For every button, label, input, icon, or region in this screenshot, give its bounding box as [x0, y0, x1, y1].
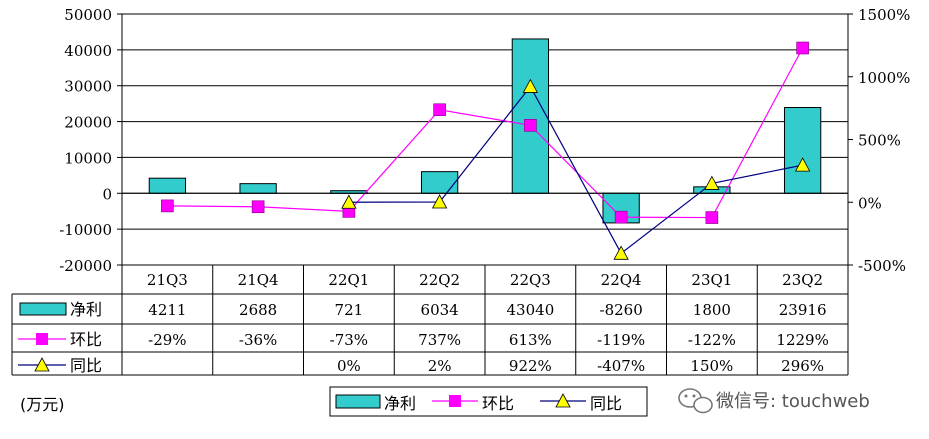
tongbi-marker [522, 78, 539, 93]
y-left-tick-label: 50000 [64, 6, 112, 24]
x-tick-label: 23Q2 [782, 271, 823, 289]
huanbi-marker [524, 119, 537, 132]
cell-jingli: 43040 [507, 301, 555, 319]
y-left-tick-label: 40000 [64, 42, 112, 60]
cell-huanbi: -36% [239, 331, 277, 349]
x-tick-label: 22Q2 [419, 271, 460, 289]
x-tick-label: 23Q1 [691, 271, 732, 289]
huanbi-marker [251, 200, 265, 214]
legend-label-tongbi: 同比 [590, 394, 622, 413]
cell-tongbi: 150% [690, 357, 733, 375]
huanbi-marker [614, 210, 628, 224]
y-left-tick-label: 30000 [64, 78, 112, 96]
cell-jingli: 23916 [779, 301, 827, 319]
tongbi-marker [341, 194, 357, 209]
cell-jingli: 721 [335, 301, 364, 319]
series-line [348, 85, 803, 255]
axes: -20000 -10000 0 10000 20000 30000 40000 50000 -5… [59, 6, 910, 275]
bar [783, 107, 822, 194]
legend-key-tongbi-marker [555, 393, 571, 408]
x-tick-label: 22Q1 [328, 271, 369, 289]
cell-tongbi: -407% [597, 357, 645, 375]
cell-jingli: 4211 [148, 301, 186, 319]
tongbi-marker [613, 245, 629, 260]
row-key-huanbi-marker [36, 333, 48, 345]
cell-huanbi: 737% [418, 331, 461, 349]
cell-tongbi: 922% [509, 357, 552, 375]
legend-box [329, 386, 648, 417]
cell-huanbi: 1229% [776, 331, 828, 349]
huanbi-marker [433, 103, 446, 117]
y-right-tick-label: -500% [858, 257, 906, 275]
huanbi-marker [161, 199, 174, 213]
watermark-text: 微信号: touchweb [716, 391, 870, 412]
legend-label-huanbi: 环比 [482, 394, 514, 413]
cell-jingli: 2688 [239, 301, 277, 319]
bar [148, 177, 187, 194]
cell-jingli: 6034 [421, 301, 459, 319]
legend-key-huanbi-marker [449, 395, 461, 407]
y-right-tick-label: 1000% [858, 69, 910, 87]
bar [511, 38, 550, 194]
legend-key-jingli [335, 394, 381, 409]
cell-tongbi: 296% [781, 357, 824, 375]
cell-tongbi: 0% [337, 357, 361, 375]
cell-huanbi: -29% [148, 331, 186, 349]
x-tick-label: 22Q4 [601, 271, 642, 289]
cell-huanbi: -122% [688, 331, 736, 349]
y-left-tick-label: 20000 [64, 114, 112, 132]
cell-huanbi: -119% [597, 331, 645, 349]
x-tick-label: 21Q4 [238, 271, 279, 289]
lines [161, 41, 811, 260]
y-left-tick-label: -20000 [59, 257, 112, 275]
cell-huanbi: 613% [509, 331, 552, 349]
series-line [167, 47, 804, 219]
x-tick-label: 22Q3 [510, 271, 551, 289]
watermark: 微信号: touchweb [678, 388, 870, 414]
row-label-huanbi: 环比 [70, 330, 102, 349]
y-right-tick-label: 1500% [858, 6, 910, 24]
huanbi-marker [796, 41, 809, 55]
y-left-tick-label: 0 [102, 185, 112, 203]
cell-jingli: 1800 [693, 301, 731, 319]
x-tick-label: 21Q3 [147, 271, 188, 289]
legend-label-jingli: 净利 [384, 394, 416, 413]
tongbi-marker [794, 157, 811, 172]
cell-huanbi: -73% [330, 331, 368, 349]
bar [239, 183, 277, 194]
row-label-jingli: 净利 [70, 300, 102, 319]
unit-note: (万元) [20, 395, 65, 414]
wechat-icon [678, 388, 713, 414]
tongbi-marker [704, 175, 720, 190]
row-key-tongbi-marker [34, 357, 50, 372]
cell-jingli: -8260 [600, 301, 643, 319]
y-right-tick-label: 0% [858, 194, 882, 212]
row-label-tongbi: 同比 [70, 356, 102, 375]
y-left-tick-label: 10000 [64, 149, 112, 167]
bar [420, 171, 459, 194]
row-key-jingli [19, 302, 67, 316]
y-right-tick-label: 500% [858, 132, 901, 150]
legend: 净利 环比 同比 [329, 386, 648, 417]
y-left-tick-label: -10000 [59, 221, 112, 239]
tongbi-marker [431, 194, 448, 209]
huanbi-marker [705, 211, 719, 224]
cell-tongbi: 2% [428, 357, 452, 375]
